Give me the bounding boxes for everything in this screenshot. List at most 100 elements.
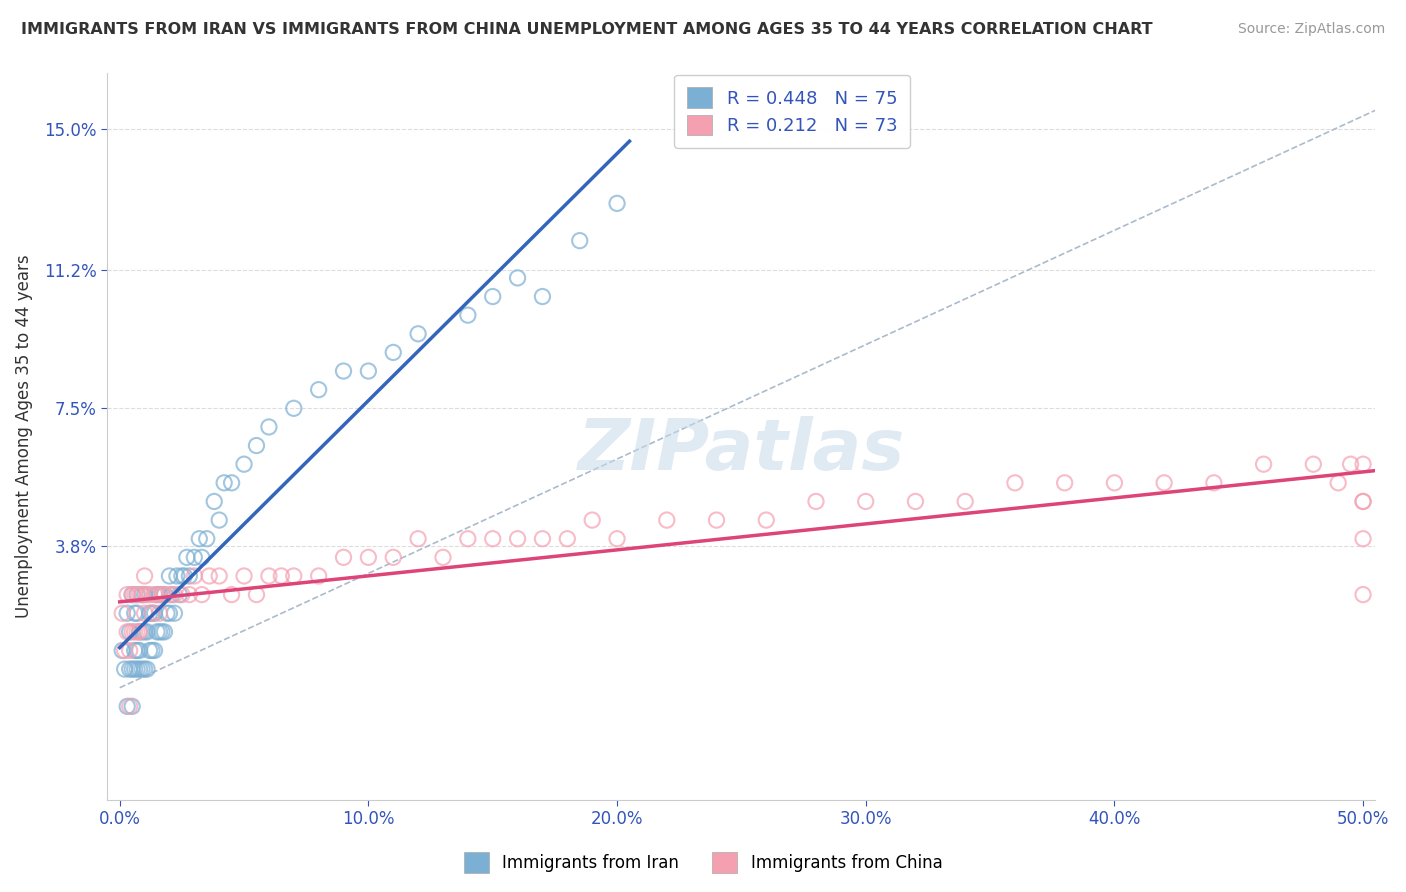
Point: [118, 699, 141, 714]
Point: [127, 662, 149, 676]
Point: [169, 588, 191, 602]
Point: [1202, 475, 1225, 490]
Point: [357, 364, 380, 378]
Point: [568, 234, 591, 248]
Point: [143, 643, 166, 657]
Point: [804, 494, 827, 508]
Point: [141, 606, 163, 620]
Point: [1253, 457, 1275, 471]
Point: [141, 606, 163, 620]
Point: [127, 588, 149, 602]
Legend: Immigrants from Iran, Immigrants from China: Immigrants from Iran, Immigrants from Ch…: [457, 846, 949, 880]
Point: [131, 624, 153, 639]
Point: [134, 662, 156, 676]
Point: [150, 588, 173, 602]
Point: [198, 569, 221, 583]
Point: [131, 662, 153, 676]
Point: [1351, 494, 1374, 508]
Point: [159, 588, 181, 602]
Point: [128, 662, 150, 676]
Point: [179, 569, 201, 583]
Point: [141, 643, 163, 657]
Point: [233, 457, 256, 471]
Point: [606, 196, 628, 211]
Point: [146, 588, 169, 602]
Point: [183, 569, 205, 583]
Point: [146, 624, 169, 639]
Point: [115, 588, 138, 602]
Point: [755, 513, 778, 527]
Point: [128, 588, 150, 602]
Point: [128, 643, 150, 657]
Point: [221, 588, 243, 602]
Point: [121, 588, 143, 602]
Point: [245, 439, 267, 453]
Point: [953, 494, 976, 508]
Point: [457, 308, 479, 322]
Point: [150, 588, 173, 602]
Point: [308, 383, 330, 397]
Point: [153, 588, 176, 602]
Point: [191, 588, 214, 602]
Point: [332, 550, 354, 565]
Point: [1302, 457, 1324, 471]
Point: [136, 588, 159, 602]
Point: [159, 569, 181, 583]
Point: [134, 588, 156, 602]
Point: [127, 588, 149, 602]
Point: [148, 588, 170, 602]
Point: [134, 569, 156, 583]
Point: [128, 624, 150, 639]
Point: [1153, 475, 1175, 490]
Point: [143, 606, 166, 620]
Point: [208, 513, 231, 527]
Point: [457, 532, 479, 546]
Point: [283, 401, 305, 416]
Point: [357, 550, 380, 565]
Point: [111, 606, 134, 620]
Point: [1053, 475, 1076, 490]
Point: [118, 643, 141, 657]
Y-axis label: Unemployment Among Ages 35 to 44 years: Unemployment Among Ages 35 to 44 years: [15, 254, 32, 618]
Point: [606, 532, 628, 546]
Point: [308, 569, 330, 583]
Point: [506, 532, 529, 546]
Point: [111, 643, 134, 657]
Point: [1327, 475, 1350, 490]
Point: [655, 513, 678, 527]
Point: [506, 271, 529, 285]
Point: [127, 624, 149, 639]
Point: [257, 420, 280, 434]
Point: [124, 643, 146, 657]
Point: [481, 289, 503, 303]
Point: [1351, 532, 1374, 546]
Point: [855, 494, 877, 508]
Point: [118, 624, 141, 639]
Point: [153, 588, 176, 602]
Point: [150, 624, 173, 639]
Point: [382, 550, 405, 565]
Point: [114, 662, 136, 676]
Point: [159, 606, 181, 620]
Point: [115, 624, 138, 639]
Point: [555, 532, 578, 546]
Point: [127, 606, 149, 620]
Point: [1351, 588, 1374, 602]
Point: [146, 588, 169, 602]
Point: [257, 569, 280, 583]
Point: [134, 606, 156, 620]
Point: [1351, 494, 1374, 508]
Point: [221, 475, 243, 490]
Point: [202, 494, 225, 508]
Point: [481, 532, 503, 546]
Point: [127, 643, 149, 657]
Point: [121, 588, 143, 602]
Point: [332, 364, 354, 378]
Point: [1004, 475, 1026, 490]
Point: [245, 588, 267, 602]
Point: [153, 624, 176, 639]
Point: [183, 550, 205, 565]
Text: IMMIGRANTS FROM IRAN VS IMMIGRANTS FROM CHINA UNEMPLOYMENT AMONG AGES 35 TO 44 Y: IMMIGRANTS FROM IRAN VS IMMIGRANTS FROM …: [21, 22, 1153, 37]
Point: [581, 513, 603, 527]
Point: [138, 643, 160, 657]
